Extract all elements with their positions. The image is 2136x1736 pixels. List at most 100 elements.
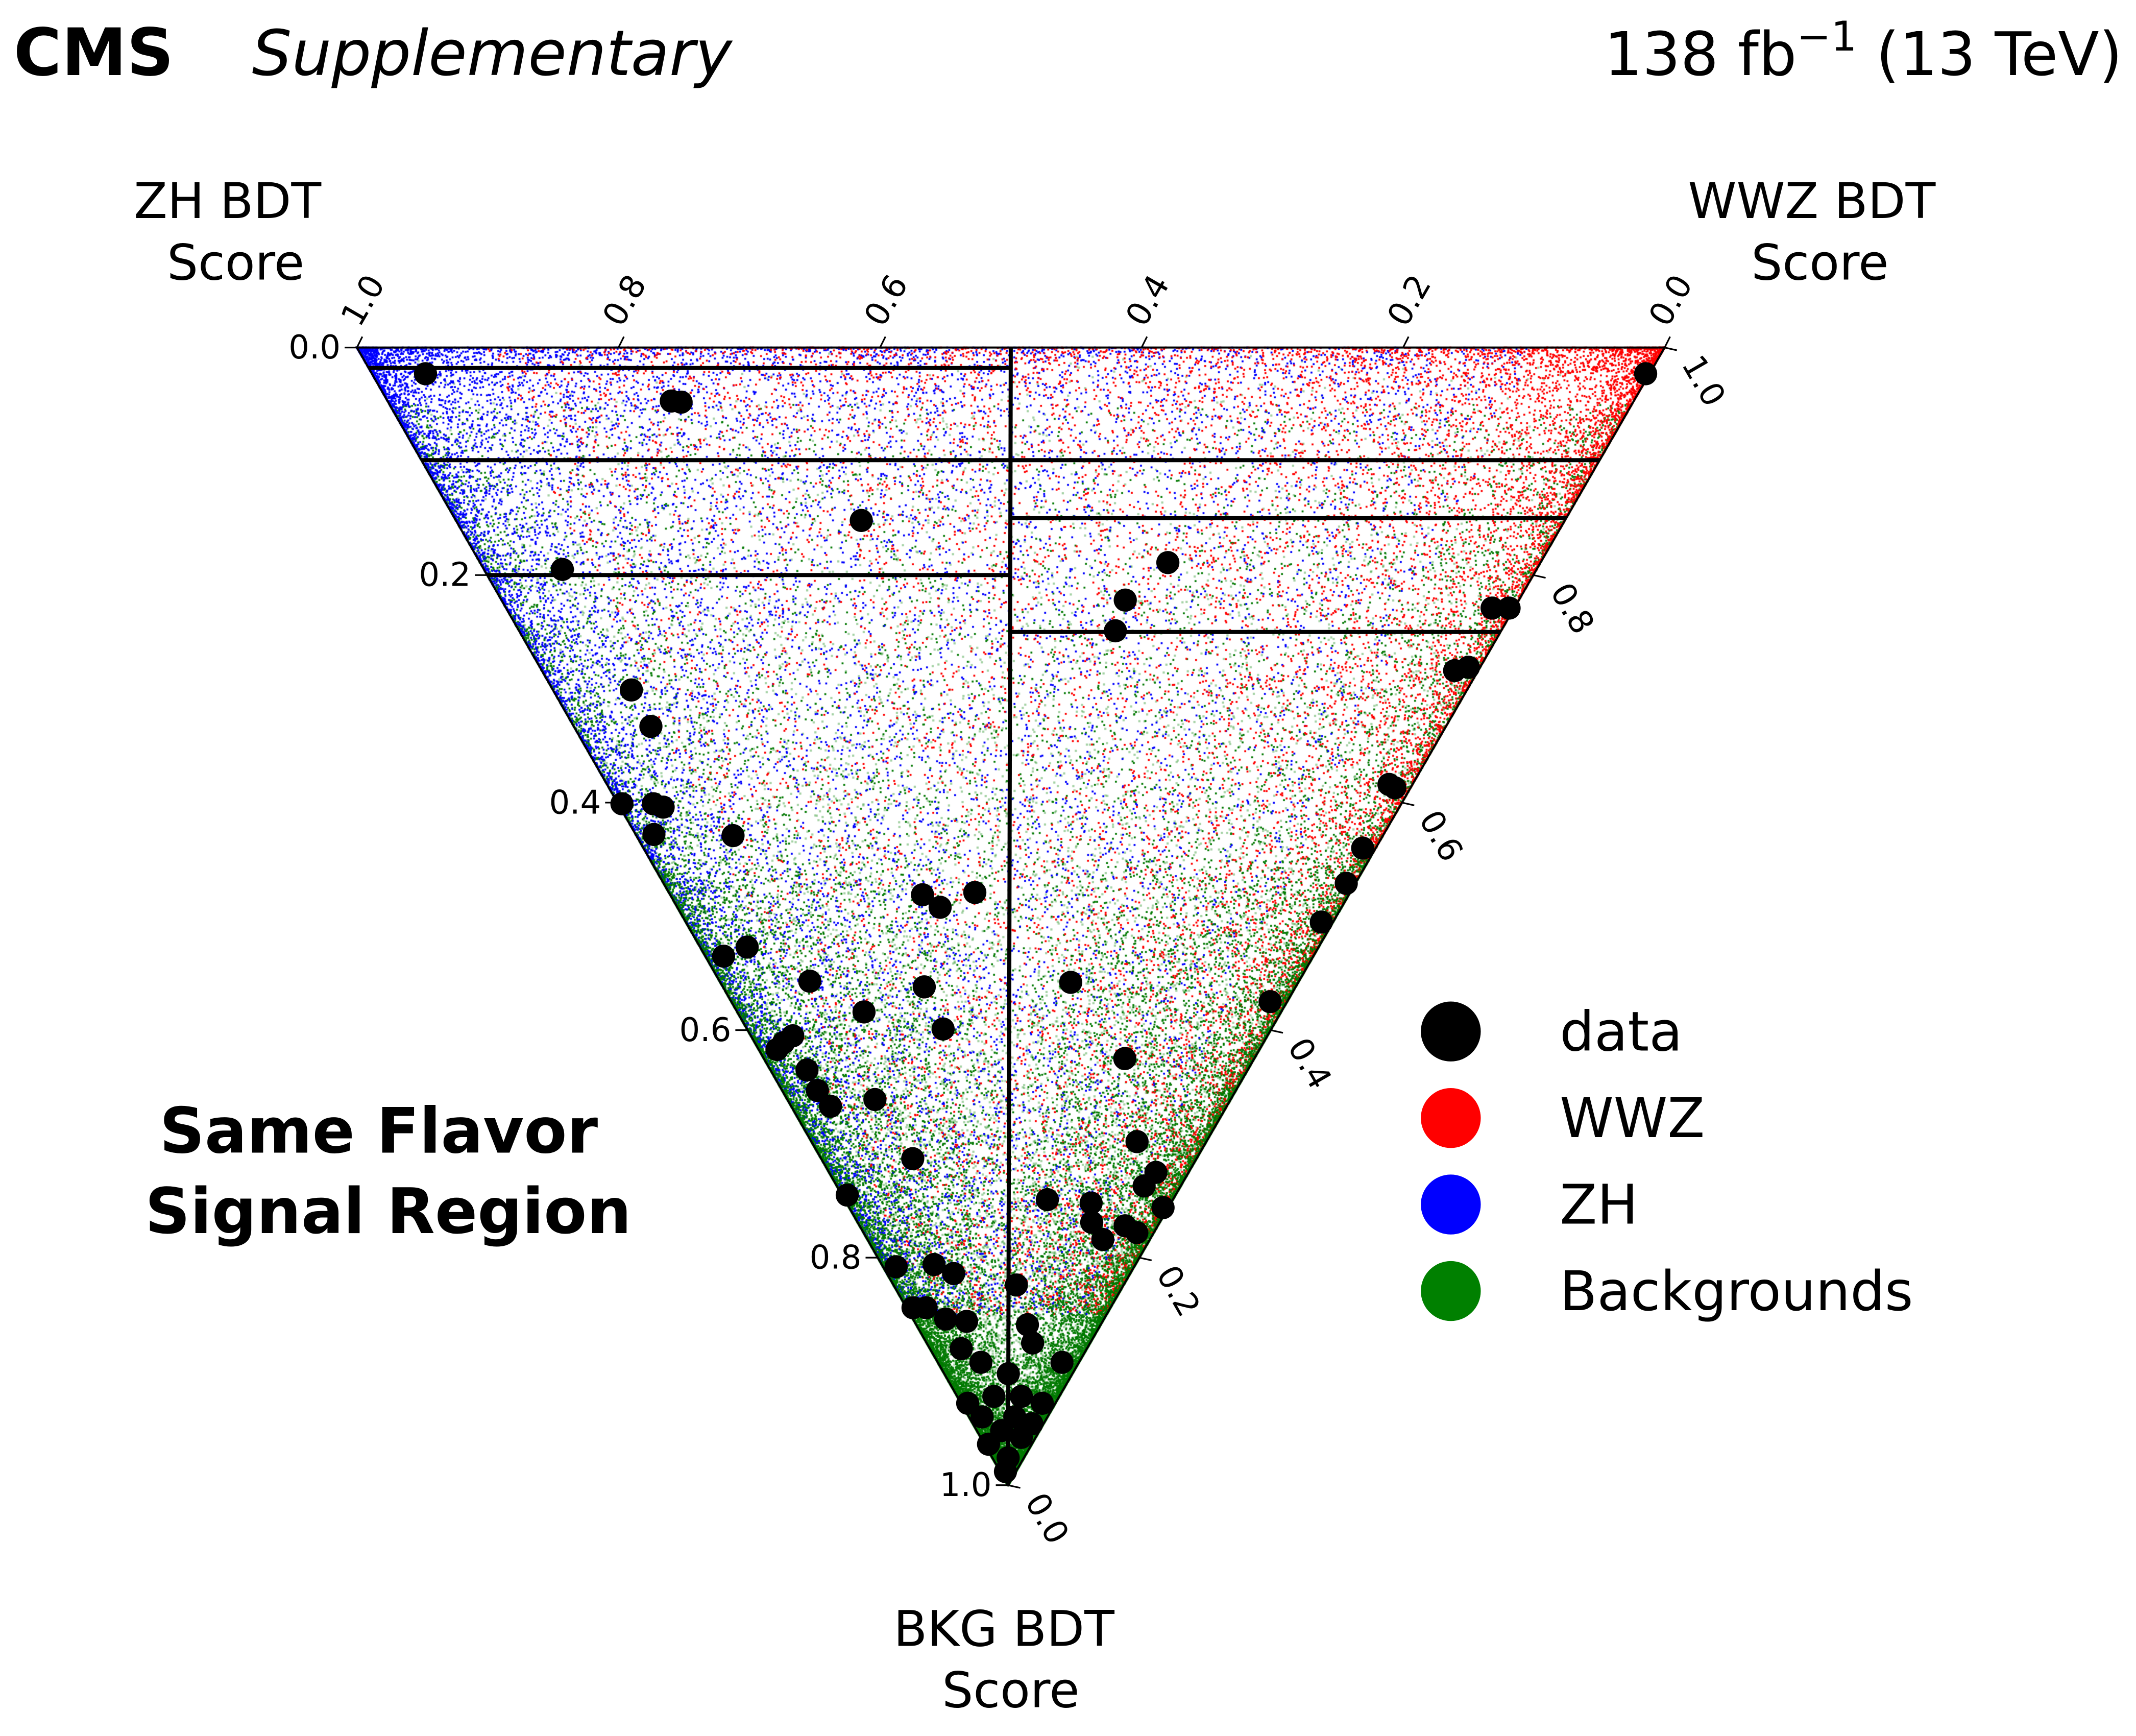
data-points <box>414 362 1658 1483</box>
data-point <box>651 795 675 819</box>
bottom-axis-title-line1: BKG BDT <box>893 1601 1114 1658</box>
data-point <box>1080 1211 1104 1234</box>
right-tick-mark <box>1139 1257 1152 1262</box>
data-point <box>1497 596 1521 620</box>
data-point <box>1113 1047 1136 1070</box>
right-axis-title-line1: WWZ BDT <box>1688 173 1936 230</box>
data-point <box>977 1432 1001 1456</box>
data-point <box>1059 971 1083 994</box>
top-tick-mark <box>1140 336 1148 348</box>
right-tick-label: 0.2 <box>1149 1259 1207 1323</box>
data-point <box>1156 551 1180 574</box>
legend-marker-backgrounds <box>1421 1261 1481 1321</box>
header: CMS Supplementary 138 fb−1 (13 TeV) <box>14 13 2123 91</box>
legend-label-backgrounds: Backgrounds <box>1560 1260 1913 1323</box>
legend-marker-zh <box>1421 1174 1481 1235</box>
top-tick-label: 0.4 <box>1119 269 1177 332</box>
data-point <box>669 390 693 414</box>
data-point <box>1634 362 1658 385</box>
axis-titles: ZH BDT Score WWZ BDT Score BKG BDT Score <box>134 173 1936 1719</box>
top-tick-mark <box>618 336 625 348</box>
data-point <box>1309 910 1333 934</box>
data-point <box>911 883 934 907</box>
data-point <box>934 1307 958 1331</box>
data-point <box>1021 1331 1045 1355</box>
right-tick-mark <box>1008 1484 1021 1489</box>
bottom-axis-title-line2: Score <box>942 1662 1079 1719</box>
data-point <box>1457 656 1480 679</box>
top-tick-label: 1.0 <box>334 269 393 332</box>
data-point <box>1480 596 1504 620</box>
data-point <box>798 970 821 993</box>
data-point <box>1015 1313 1039 1337</box>
data-point <box>1035 1188 1059 1212</box>
data-point <box>721 824 745 848</box>
legend-label-data: data <box>1560 1001 1682 1064</box>
right-tick-label: 0.6 <box>1411 804 1470 868</box>
data-point <box>1050 1351 1074 1374</box>
data-point <box>1383 776 1406 800</box>
data-point <box>1132 1174 1156 1198</box>
data-point <box>970 1405 994 1429</box>
data-point <box>610 792 634 815</box>
top-tick-mark <box>1402 336 1410 348</box>
annotation-line1: Same Flavor <box>159 1095 598 1168</box>
right-tick-label: 0.4 <box>1280 1032 1339 1096</box>
legend-marker-data <box>1421 1001 1481 1062</box>
right-tick-mark <box>1533 574 1546 579</box>
data-point <box>931 1017 955 1041</box>
data-point <box>550 558 574 581</box>
experiment-label: CMS <box>14 15 174 91</box>
legend: data WWZ ZH Backgrounds <box>1421 1001 1913 1323</box>
data-point <box>849 509 873 533</box>
data-point <box>993 1460 1017 1483</box>
top-tick-label: 0.0 <box>1642 269 1701 332</box>
data-point <box>922 1252 946 1276</box>
top-tick-label: 0.2 <box>1380 269 1439 332</box>
data-point <box>956 1391 980 1415</box>
top-tick-label: 0.6 <box>857 269 916 332</box>
right-tick-mark <box>1270 1029 1283 1034</box>
data-point <box>1351 836 1374 860</box>
data-point <box>712 945 736 968</box>
data-point <box>735 935 759 959</box>
right-tick-label: 0.0 <box>1017 1487 1076 1551</box>
top-tick-mark <box>356 336 363 348</box>
data-point <box>997 1362 1020 1386</box>
data-point <box>928 896 952 919</box>
data-point <box>884 1255 908 1279</box>
data-point <box>639 714 663 738</box>
region-annotation: Same Flavor Signal Region <box>145 1095 632 1248</box>
right-tick-mark <box>1664 347 1678 351</box>
left-tick-label: 1.0 <box>940 1466 992 1504</box>
right-tick-label: 0.8 <box>1543 576 1601 640</box>
data-point <box>950 1337 973 1361</box>
data-point <box>969 1351 993 1374</box>
top-tick-mark <box>879 336 886 348</box>
legend-label-wwz: WWZ <box>1560 1087 1705 1150</box>
data-point <box>942 1262 965 1286</box>
data-point <box>963 881 987 904</box>
top-tick-label: 0.8 <box>596 269 654 332</box>
data-point <box>912 975 936 999</box>
annotation-line2: Signal Region <box>145 1175 632 1248</box>
legend-label-zh: ZH <box>1560 1173 1638 1237</box>
data-point <box>795 1058 819 1082</box>
data-point <box>914 1296 938 1319</box>
left-tick-label: 0.6 <box>679 1011 732 1049</box>
data-point <box>982 1385 1006 1408</box>
top-axis-title-line1: ZH BDT <box>134 173 321 230</box>
category-boundaries <box>369 347 1600 1485</box>
right-tick-label: 1.0 <box>1674 349 1733 413</box>
right-tick-mark <box>1401 802 1415 806</box>
data-point <box>1113 588 1137 612</box>
data-point <box>1334 872 1358 895</box>
data-point <box>781 1024 805 1048</box>
data-point <box>1125 1221 1149 1244</box>
data-point <box>1091 1227 1114 1251</box>
data-point <box>1151 1196 1175 1219</box>
right-axis-title-line2: Score <box>1751 234 1888 291</box>
data-point <box>863 1088 887 1112</box>
